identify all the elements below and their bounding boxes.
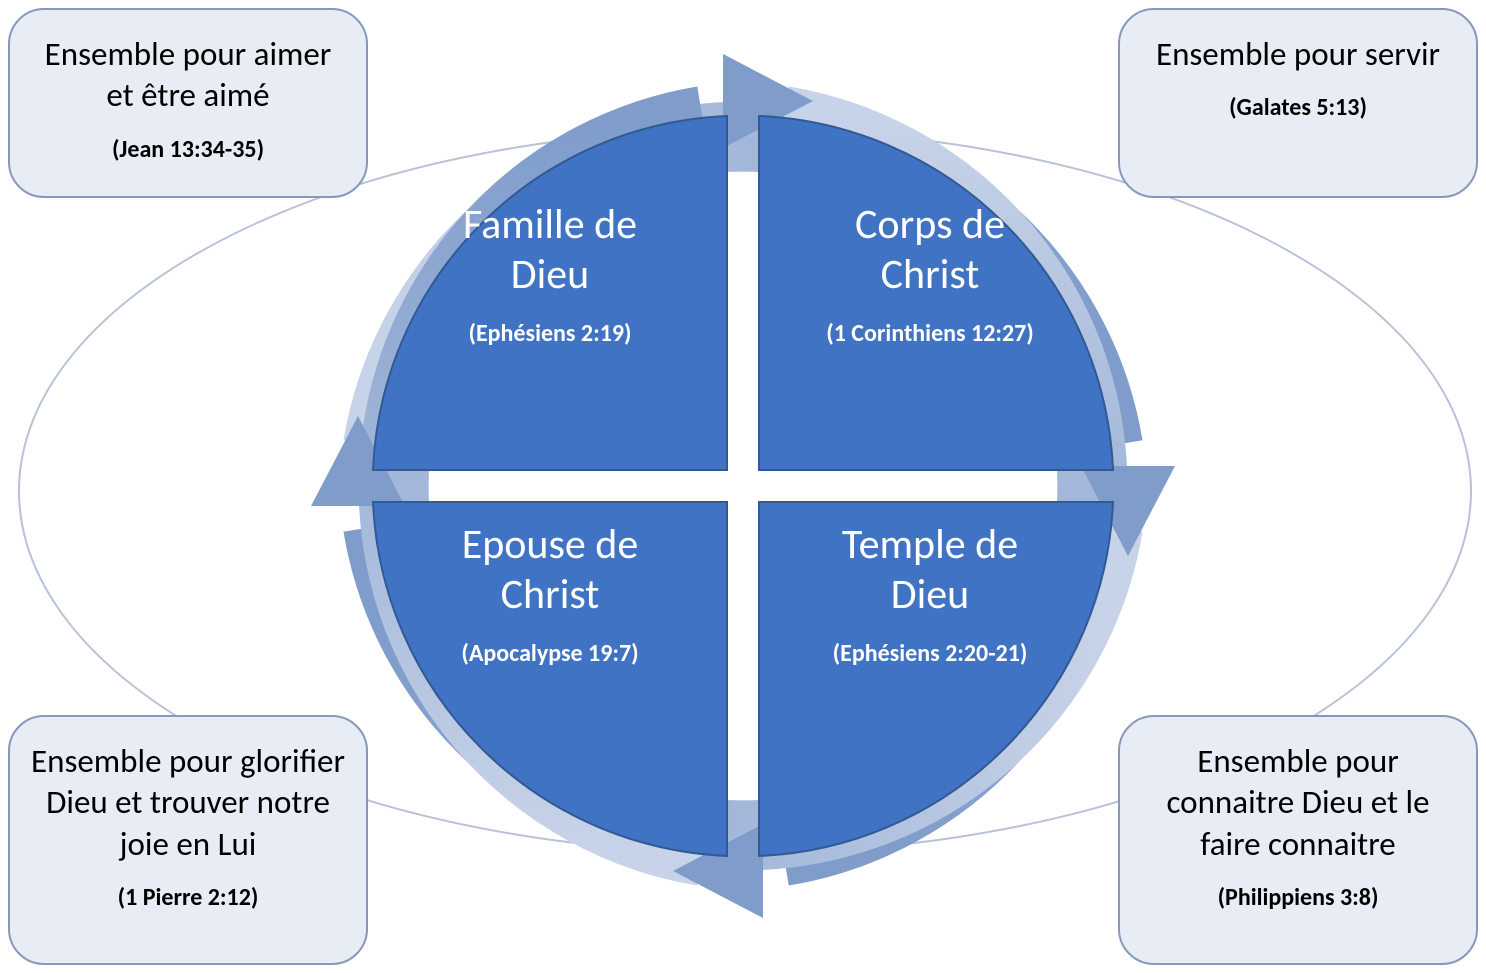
quad-title-line2: Dieu: [511, 249, 589, 300]
quad-text-top-right: Corps de Christ (1 Corinthiens 12:27): [770, 200, 1090, 348]
quad-text-top-left: Famille de Dieu (Ephésiens 2:19): [390, 200, 710, 348]
quad-ref: (Ephésiens 2:20-21): [770, 639, 1090, 668]
quad-title-line1: Temple de: [842, 519, 1018, 570]
quad-title: Corps de Christ: [770, 200, 1090, 301]
quad-title-line2: Dieu: [891, 569, 969, 620]
quad-title-line2: Christ: [501, 569, 600, 620]
corner-ref: (Philippiens 3:8): [1218, 883, 1379, 912]
quad-title: Temple de Dieu: [770, 520, 1090, 621]
corner-box-top-right: Ensemble pour servir (Galates 5:13): [1118, 8, 1478, 198]
corner-ref: (Galates 5:13): [1229, 93, 1367, 122]
corner-box-top-left: Ensemble pour aimer et être aimé (Jean 1…: [8, 8, 368, 198]
quad-title: Epouse de Christ: [390, 520, 710, 621]
quad-text-bottom-left: Epouse de Christ (Apocalypse 19:7): [390, 520, 710, 668]
corner-title: Ensemble pour glorifier Dieu et trouver …: [30, 741, 346, 865]
quad-title-line1: Corps de: [855, 199, 1005, 250]
corner-title: Ensemble pour servir: [1156, 34, 1440, 75]
quad-title-line1: Famille de: [463, 199, 637, 250]
corner-title: Ensemble pour aimer et être aimé: [30, 34, 346, 117]
corner-title: Ensemble pour connaitre Dieu et le faire…: [1140, 741, 1456, 865]
quad-ref: (1 Corinthiens 12:27): [770, 319, 1090, 348]
quad-ref: (Apocalypse 19:7): [390, 639, 710, 668]
quad-title: Famille de Dieu: [390, 200, 710, 301]
cycle-diagram: [293, 36, 1193, 936]
corner-ref: (Jean 13:34-35): [112, 135, 264, 164]
quad-title-line2: Christ: [881, 249, 980, 300]
quad-title-line1: Epouse de: [462, 519, 639, 570]
corner-box-bottom-left: Ensemble pour glorifier Dieu et trouver …: [8, 715, 368, 965]
corner-ref: (1 Pierre 2:12): [118, 883, 259, 912]
diagram-canvas: Famille de Dieu (Ephésiens 2:19) Corps d…: [0, 0, 1486, 973]
corner-box-bottom-right: Ensemble pour connaitre Dieu et le faire…: [1118, 715, 1478, 965]
quad-text-bottom-right: Temple de Dieu (Ephésiens 2:20-21): [770, 520, 1090, 668]
quad-ref: (Ephésiens 2:19): [390, 319, 710, 348]
